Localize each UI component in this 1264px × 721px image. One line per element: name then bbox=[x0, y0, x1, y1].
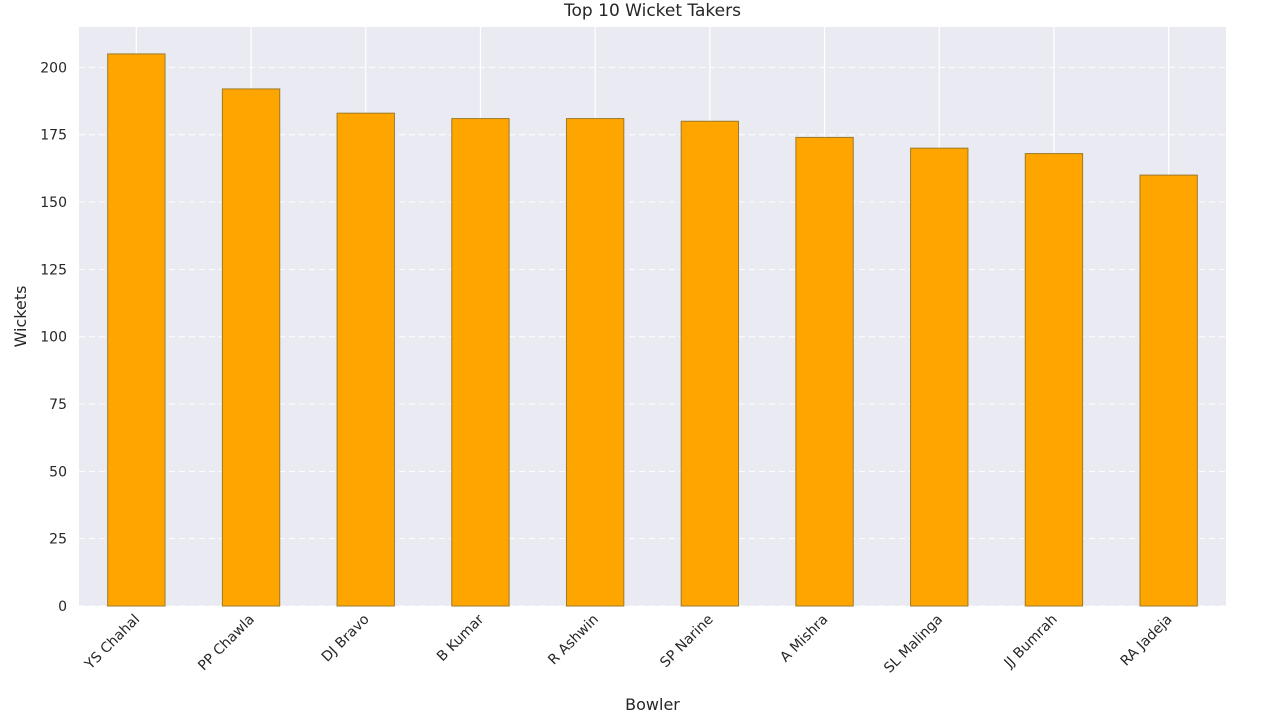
bar bbox=[910, 147, 969, 607]
bar bbox=[336, 112, 395, 607]
y-tick-label: 75 bbox=[49, 397, 67, 413]
x-tick-label: JJ Bumrah bbox=[1001, 612, 1061, 672]
x-tick-label: SP Narine bbox=[657, 612, 716, 671]
y-tick-label: 25 bbox=[49, 532, 67, 548]
bar bbox=[795, 136, 854, 607]
bar bbox=[107, 53, 166, 607]
x-tick-label: RA Jadeja bbox=[1118, 612, 1176, 670]
x-tick-label: A Mishra bbox=[777, 612, 831, 666]
chart-title: Top 10 Wicket Takers bbox=[563, 1, 741, 21]
bars bbox=[107, 53, 1198, 607]
x-tick-label: B Kumar bbox=[434, 611, 487, 664]
y-axis-ticks: 0 25 50 75 100 125 150 175 200 bbox=[40, 60, 67, 615]
y-tick-label: 175 bbox=[40, 128, 67, 144]
x-tick-label: R Ashwin bbox=[545, 612, 602, 669]
y-tick-label: 100 bbox=[40, 330, 67, 346]
y-axis-label: Wickets bbox=[11, 286, 30, 348]
x-tick-label: PP Chawla bbox=[195, 612, 258, 675]
bar bbox=[680, 120, 740, 607]
y-tick-label: 150 bbox=[40, 195, 67, 211]
bar bbox=[565, 118, 625, 607]
y-tick-label: 125 bbox=[40, 262, 67, 278]
y-tick-label: 0 bbox=[58, 599, 67, 615]
x-tick-label: DJ Bravo bbox=[319, 612, 373, 666]
y-tick-label: 200 bbox=[40, 60, 67, 76]
x-axis-ticks: YS Chahal PP Chawla DJ Bravo B Kumar R Ashwi… bbox=[81, 611, 1175, 676]
x-tick-label: SL Malinga bbox=[881, 612, 946, 677]
x-tick-label: YS Chahal bbox=[81, 612, 143, 674]
bar bbox=[1024, 153, 1084, 607]
bar bbox=[1139, 174, 1198, 607]
bar bbox=[451, 118, 510, 607]
bar bbox=[221, 88, 281, 607]
y-tick-label: 50 bbox=[49, 464, 67, 480]
x-axis-label: Bowler bbox=[625, 695, 680, 714]
